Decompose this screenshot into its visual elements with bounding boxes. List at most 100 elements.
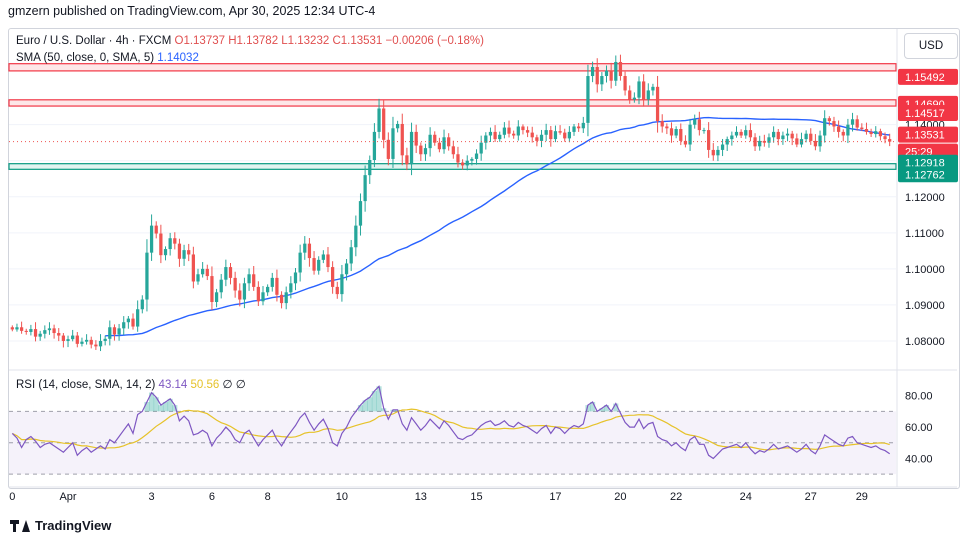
candle-body [804, 133, 808, 140]
candle-body [623, 76, 627, 91]
candle-body [71, 335, 75, 340]
candle-body [98, 340, 103, 347]
time-tick-label: 22 [670, 491, 682, 503]
candle-body [739, 131, 743, 136]
candle-body [451, 146, 455, 155]
candle-body [252, 274, 256, 287]
candle-body [29, 329, 33, 332]
candle-body [864, 129, 869, 132]
candle-body [669, 128, 674, 136]
candle-body [261, 292, 265, 302]
chart-frame[interactable] [8, 28, 960, 489]
candle-body [377, 108, 381, 132]
zone-red-1 [8, 99, 897, 107]
candle-body [720, 144, 725, 150]
candle-body [182, 250, 186, 259]
candle-body [660, 121, 664, 127]
rsi-tick-label: 60.00 [905, 422, 933, 434]
time-tick-label: 3 [149, 491, 155, 503]
candle-body [61, 335, 66, 341]
candle-body [460, 162, 465, 166]
candle-body [465, 160, 469, 166]
candle-body [191, 254, 195, 282]
rsi-legend[interactable]: RSI (14, close, SMA, 14, 2) 43.14 50.56 … [16, 377, 246, 391]
candle-body [567, 131, 571, 139]
candle-body [372, 131, 377, 161]
candle-body [395, 123, 400, 129]
candle-body [665, 126, 669, 129]
candle-body [149, 225, 154, 253]
candle-body [581, 122, 585, 129]
candle-body [126, 318, 130, 323]
candle-body [767, 137, 771, 143]
candle-body [19, 327, 24, 331]
candle-body [753, 137, 757, 147]
candle-body [688, 124, 692, 145]
tradingview-logo[interactable]: TradingView [10, 518, 111, 533]
candle-body [321, 254, 325, 260]
time-tick-label: 8 [265, 491, 271, 503]
candle-body [860, 127, 864, 130]
candle-body [577, 126, 581, 129]
candle-body [655, 86, 660, 122]
candle-body [447, 137, 451, 147]
sma-label: SMA (50, close, 0, SMA, 5) [16, 52, 155, 64]
candle-body [409, 131, 414, 165]
candle-body [595, 67, 599, 85]
candle-body [563, 132, 567, 139]
symbol-legend[interactable]: Euro / U.S. Dollar · 4h · FXCM O1.13737 … [16, 35, 484, 47]
candle-body [391, 128, 395, 159]
candle-body [734, 131, 739, 136]
candle-body [349, 247, 353, 264]
sma-legend[interactable]: SMA (50, close, 0, SMA, 5) 1.14032 [16, 52, 199, 64]
candle-body [75, 335, 79, 344]
price-label-box [898, 126, 958, 143]
candle-body [84, 339, 89, 342]
candle-body [878, 131, 883, 137]
candle-body [344, 263, 349, 275]
price-tick-label: 1.10000 [905, 264, 945, 276]
candle-body [10, 327, 14, 330]
candle-body [679, 129, 683, 141]
candle-body [632, 97, 636, 100]
candle-body [400, 123, 404, 156]
candle-body [363, 175, 367, 202]
price-zones [8, 63, 897, 170]
zone-green-2 [8, 163, 897, 170]
candle-body [340, 274, 344, 295]
candle-body [228, 267, 233, 278]
candle-body [205, 268, 209, 277]
symbol-name: Euro / U.S. Dollar · 4h · FXCM [16, 35, 172, 47]
candle-body [809, 133, 813, 141]
candle-body [284, 292, 288, 304]
candle-body [790, 133, 794, 139]
price-tick-label: 1.08000 [905, 336, 945, 348]
price-tick-label: 1.11000 [905, 228, 944, 240]
candle-body [493, 131, 497, 140]
candle-body [279, 294, 284, 304]
candle-body [642, 81, 646, 100]
ohlc-values: O1.13737 H1.13782 L1.13232 C1.13531 −0.0… [174, 35, 484, 47]
candle-body [836, 126, 841, 132]
currency-button[interactable]: USD [904, 33, 958, 59]
candle-body [238, 290, 242, 300]
candle-body [888, 139, 892, 142]
candle-body [117, 328, 121, 335]
candle-body [43, 330, 47, 334]
candle-body [498, 134, 502, 140]
time-tick-label: 0 [9, 491, 15, 503]
rsi-extra: ∅ ∅ [222, 379, 246, 391]
time-tick-label: 6 [209, 491, 215, 503]
candle-body [600, 76, 604, 85]
candle-body [772, 131, 776, 138]
candle-body [781, 135, 785, 140]
candle-body [693, 119, 697, 125]
price-axis: 1.080001.090001.100001.110001.120001.130… [896, 29, 958, 487]
time-tick-label: 29 [856, 491, 868, 503]
candle-body [331, 267, 335, 287]
candle-body [233, 277, 237, 291]
candle-body [219, 279, 223, 293]
time-tick-label: 27 [805, 491, 817, 503]
candle-body [530, 132, 534, 138]
